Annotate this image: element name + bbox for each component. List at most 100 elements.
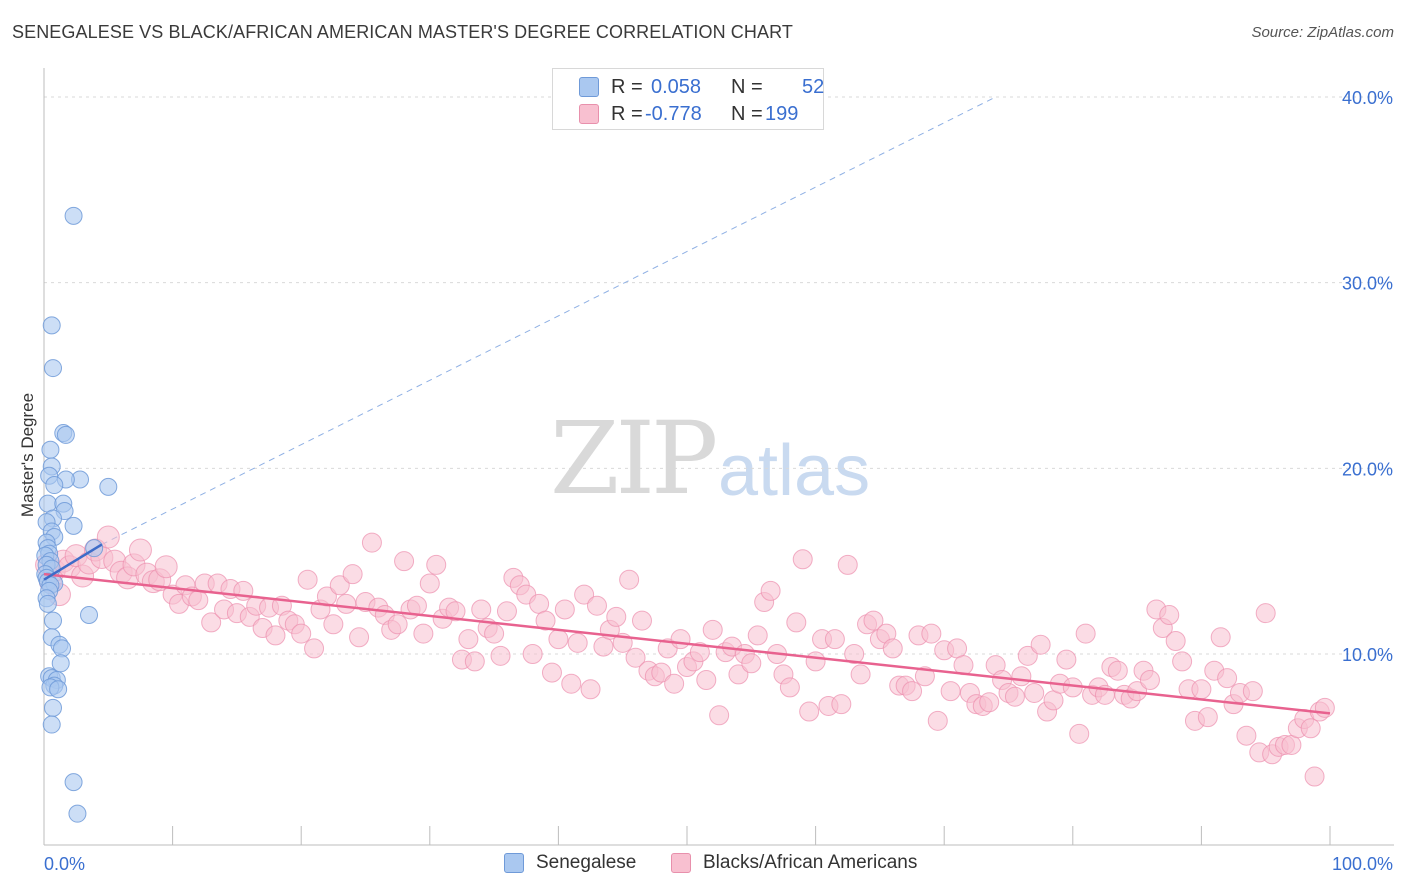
data-point-blacks xyxy=(1191,679,1212,700)
data-point-blacks xyxy=(1255,603,1276,624)
y-tick-label: 10.0% xyxy=(1342,645,1393,665)
source-label: Source: ZipAtlas.com xyxy=(1251,24,1394,41)
data-point-blacks xyxy=(1056,649,1077,670)
grid xyxy=(44,96,1394,655)
data-point-blacks xyxy=(831,694,852,715)
data-point-blacks xyxy=(1242,681,1263,702)
data-point-blacks xyxy=(1172,651,1193,672)
data-point-blacks xyxy=(128,538,152,562)
data-point-blacks xyxy=(188,590,209,611)
legend-swatch-senegalese xyxy=(504,853,524,873)
data-point-blacks xyxy=(709,705,730,726)
stats-row-senegalese: R = 0.058 N = 52 xyxy=(553,74,825,100)
data-point-blacks xyxy=(1069,723,1090,744)
series-blacks-points xyxy=(35,525,1335,787)
data-point-blacks xyxy=(1139,669,1160,690)
data-point-senegalese xyxy=(64,516,83,535)
data-point-blacks xyxy=(824,629,845,650)
data-point-senegalese xyxy=(42,715,61,734)
data-point-blacks xyxy=(689,642,710,663)
x-tick-label: 100.0% xyxy=(1332,854,1393,874)
data-point-blacks xyxy=(927,710,948,731)
data-point-senegalese xyxy=(68,804,87,823)
data-point-blacks xyxy=(567,632,588,653)
data-point-blacks xyxy=(1017,645,1038,666)
data-point-senegalese xyxy=(42,316,61,335)
tick-labels: 10.0% 20.0% 30.0% 40.0% 0.0% 100.0% xyxy=(44,88,1393,874)
data-point-senegalese xyxy=(80,606,99,625)
data-point-blacks xyxy=(979,692,1000,713)
data-point-blacks xyxy=(574,584,595,605)
data-point-blacks xyxy=(349,627,370,648)
data-point-senegalese xyxy=(99,477,118,496)
stats-n-value: 52 xyxy=(802,75,825,98)
data-point-blacks xyxy=(1197,707,1218,728)
data-point-blacks xyxy=(529,593,550,614)
data-point-blacks xyxy=(458,629,479,650)
data-point-senegalese xyxy=(44,359,63,378)
chart-title: SENEGALESE VS BLACK/AFRICAN AMERICAN MAS… xyxy=(12,22,793,42)
data-point-senegalese xyxy=(64,206,83,225)
data-point-blacks xyxy=(323,614,344,635)
legend-item-blacks[interactable]: Blacks/African Americans xyxy=(671,852,917,874)
y-tick-label: 40.0% xyxy=(1342,88,1393,108)
data-point-blacks xyxy=(265,625,286,646)
data-point-blacks xyxy=(413,623,434,644)
stats-row-blacks: R = -0.778 N = 199 xyxy=(553,101,823,127)
legend-swatch-blacks xyxy=(671,853,691,873)
data-point-blacks xyxy=(496,601,517,622)
data-point-blacks xyxy=(799,701,820,722)
data-point-blacks xyxy=(394,551,415,572)
data-point-senegalese xyxy=(38,594,57,613)
data-point-blacks xyxy=(747,625,768,646)
data-point-blacks xyxy=(291,623,312,644)
trend-line-senegalese xyxy=(43,543,103,581)
axes xyxy=(43,68,1394,846)
data-point-blacks xyxy=(947,638,968,659)
data-point-blacks xyxy=(779,677,800,698)
data-point-blacks xyxy=(1043,690,1064,711)
series-senegalese-points xyxy=(36,206,118,823)
data-point-blacks xyxy=(664,673,685,694)
data-point-blacks xyxy=(471,599,492,620)
data-point-blacks xyxy=(1281,734,1302,755)
data-point-blacks xyxy=(1030,634,1051,655)
trend-extension xyxy=(101,96,996,545)
data-point-blacks xyxy=(336,593,357,614)
data-point-blacks xyxy=(593,636,614,657)
data-point-blacks xyxy=(921,623,942,644)
data-point-senegalese xyxy=(64,773,83,792)
data-point-blacks xyxy=(1314,697,1335,718)
data-point-blacks xyxy=(882,638,903,659)
data-point-blacks xyxy=(1165,631,1186,652)
data-point-senegalese xyxy=(45,476,64,495)
data-point-senegalese xyxy=(44,611,63,630)
data-point-senegalese xyxy=(44,698,63,717)
data-point-blacks xyxy=(342,564,363,585)
data-point-blacks xyxy=(554,599,575,620)
data-point-blacks xyxy=(631,610,652,631)
data-point-blacks xyxy=(522,644,543,664)
data-point-blacks xyxy=(304,638,325,659)
data-point-blacks xyxy=(1011,666,1032,687)
stats-r-value: -0.778 xyxy=(645,102,702,125)
data-point-blacks xyxy=(625,647,646,668)
stats-n-label: N = xyxy=(731,102,763,125)
x-tick-label: 0.0% xyxy=(44,854,85,874)
data-point-blacks xyxy=(760,580,781,601)
stats-n-value: 199 xyxy=(765,102,799,125)
data-point-blacks xyxy=(1024,682,1045,703)
stats-r-value: 0.058 xyxy=(651,75,702,98)
trend-line-blacks xyxy=(43,572,1331,715)
legend-item-senegalese[interactable]: Senegalese xyxy=(504,852,636,874)
data-point-blacks xyxy=(863,610,884,631)
data-point-blacks xyxy=(619,569,640,590)
data-point-blacks xyxy=(670,629,691,650)
data-point-blacks xyxy=(844,644,865,664)
data-point-blacks xyxy=(1004,686,1025,707)
data-point-blacks xyxy=(561,673,582,694)
data-point-blacks xyxy=(1304,766,1325,787)
stats-box: R = 0.058 N = 52 R = -0.778 N = 199 xyxy=(552,68,824,130)
data-point-blacks xyxy=(792,549,813,570)
